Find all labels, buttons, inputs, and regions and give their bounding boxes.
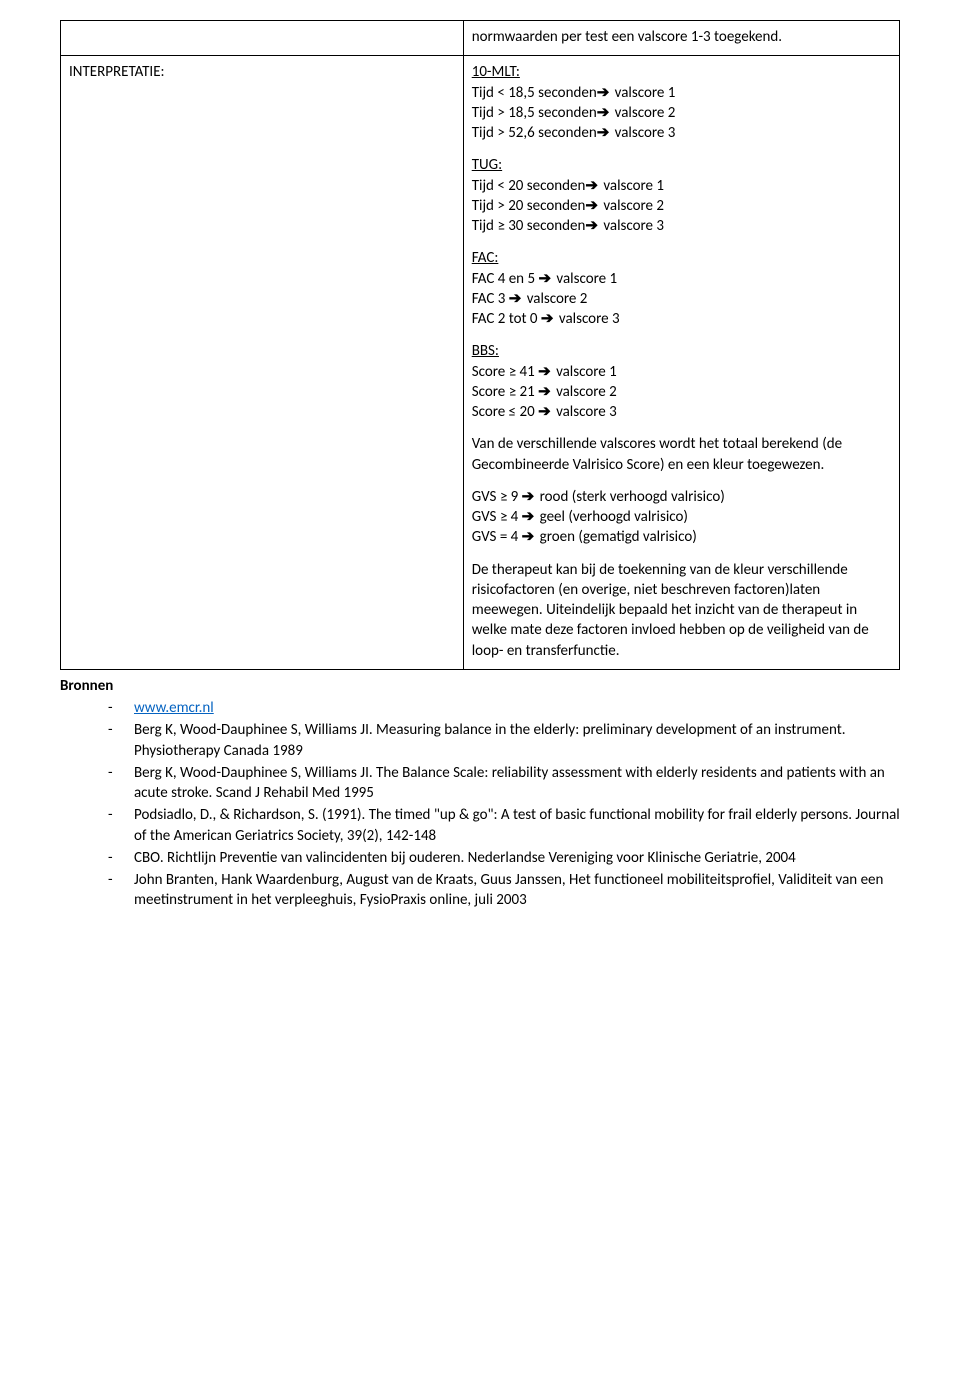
arrow-icon: ➔ [522,527,535,547]
arrow-icon: ➔ [597,83,610,103]
mlt-block: 10-MLT: Tijd < 18,5 seconden➔ valscore 1… [472,62,891,143]
fac-line2: FAC 3 ➔ valscore 2 [472,289,891,309]
fac-line3: FAC 2 tot 0 ➔ valscore 3 [472,309,891,329]
arrow-icon: ➔ [522,507,535,527]
tug-line2: Tijd > 20 seconden➔ valscore 2 [472,196,891,216]
arrow-icon: ➔ [585,176,598,196]
bron-item-2: Berg K, Wood-Dauphinee S, Williams JI. T… [108,763,900,804]
mlt-title: 10-MLT: [472,62,891,82]
fac-title: FAC: [472,248,891,268]
gvs-line1: GVS ≥ 9 ➔ rood (sterk verhoogd valrisico… [472,487,891,507]
note1: Van de verschillende valscores wordt het… [472,434,891,475]
note2: De therapeut kan bij de toekenning van d… [472,560,891,661]
arrow-icon: ➔ [541,309,554,329]
arrow-icon: ➔ [509,289,522,309]
tug-title: TUG: [472,155,891,175]
mlt-line2: Tijd > 18,5 seconden➔ valscore 2 [472,103,891,123]
mlt-line3: Tijd > 52,6 seconden➔ valscore 3 [472,123,891,143]
bron-item-5: John Branten, Hank Waardenburg, August v… [108,870,900,911]
arrow-icon: ➔ [538,402,551,422]
row1-left-cell: INTERPRETATIE: [61,56,464,670]
row1-right-cell: 10-MLT: Tijd < 18,5 seconden➔ valscore 1… [463,56,899,670]
bbs-line3: Score ≤ 20 ➔ valscore 3 [472,402,891,422]
bron-item-4: CBO. Richtlijn Preventie van valincident… [108,848,900,868]
row0-right-cell: normwaarden per test een valscore 1-3 to… [463,21,899,56]
fac-block: FAC: FAC 4 en 5 ➔ valscore 1 FAC 3 ➔ val… [472,248,891,329]
gvs-line3: GVS = 4 ➔ groen (gematigd valrisico) [472,527,891,547]
bbs-line2: Score ≥ 21 ➔ valscore 2 [472,382,891,402]
gvs-line2: GVS ≥ 4 ➔ geel (verhoogd valrisico) [472,507,891,527]
row0-left-cell [61,21,464,56]
bbs-block: BBS: Score ≥ 41 ➔ valscore 1 Score ≥ 21 … [472,341,891,422]
interpretation-table: normwaarden per test een valscore 1-3 to… [60,20,900,670]
arrow-icon: ➔ [538,362,551,382]
fac-line1: FAC 4 en 5 ➔ valscore 1 [472,269,891,289]
bronnen-heading: Bronnen [60,676,900,696]
mlt-line1: Tijd < 18,5 seconden➔ valscore 1 [472,83,891,103]
bronnen-list: www.emcr.nl Berg K, Wood-Dauphinee S, Wi… [60,698,900,911]
bbs-title: BBS: [472,341,891,361]
arrow-icon: ➔ [522,487,535,507]
gvs-block: GVS ≥ 9 ➔ rood (sterk verhoogd valrisico… [472,487,891,548]
arrow-icon: ➔ [585,216,598,236]
row0-text: normwaarden per test een valscore 1-3 to… [472,28,782,46]
tug-block: TUG: Tijd < 20 seconden➔ valscore 1 Tijd… [472,155,891,236]
bron-link-emcr[interactable]: www.emcr.nl [134,699,214,717]
arrow-icon: ➔ [538,269,551,289]
arrow-icon: ➔ [538,382,551,402]
bron-item-3: Podsiadlo, D., & Richardson, S. (1991). … [108,805,900,846]
bron-item-0: www.emcr.nl [108,698,900,718]
arrow-icon: ➔ [585,196,598,216]
arrow-icon: ➔ [597,123,610,143]
tug-line3: Tijd ≥ 30 seconden➔ valscore 3 [472,216,891,236]
tug-line1: Tijd < 20 seconden➔ valscore 1 [472,176,891,196]
interpretatie-label: INTERPRETATIE: [69,63,165,81]
bbs-line1: Score ≥ 41 ➔ valscore 1 [472,362,891,382]
bron-item-1: Berg K, Wood-Dauphinee S, Williams JI. M… [108,720,900,761]
arrow-icon: ➔ [597,103,610,123]
